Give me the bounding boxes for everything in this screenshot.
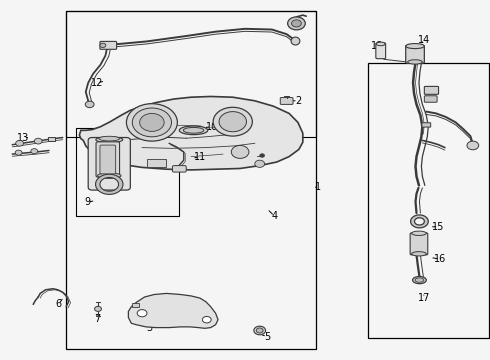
Text: 10: 10 bbox=[206, 122, 218, 132]
Bar bbox=[368, 63, 489, 338]
FancyBboxPatch shape bbox=[96, 142, 120, 177]
Circle shape bbox=[219, 112, 246, 132]
FancyBboxPatch shape bbox=[100, 41, 117, 49]
Text: 7: 7 bbox=[94, 314, 100, 324]
Bar bbox=[66, 11, 316, 137]
Ellipse shape bbox=[413, 276, 426, 284]
Circle shape bbox=[34, 138, 42, 144]
Circle shape bbox=[254, 326, 266, 335]
Circle shape bbox=[292, 20, 301, 27]
Circle shape bbox=[132, 108, 172, 137]
Text: 1: 1 bbox=[316, 182, 321, 192]
Text: 15: 15 bbox=[432, 222, 445, 232]
Text: 6: 6 bbox=[56, 299, 62, 309]
Ellipse shape bbox=[98, 173, 121, 178]
Circle shape bbox=[137, 310, 147, 317]
FancyBboxPatch shape bbox=[147, 159, 166, 167]
Circle shape bbox=[107, 153, 126, 167]
Circle shape bbox=[202, 316, 211, 323]
FancyBboxPatch shape bbox=[424, 96, 437, 102]
Wedge shape bbox=[411, 215, 428, 228]
Circle shape bbox=[140, 113, 164, 131]
Text: 14: 14 bbox=[417, 35, 430, 45]
Circle shape bbox=[31, 149, 38, 154]
FancyBboxPatch shape bbox=[424, 86, 439, 94]
Text: 2: 2 bbox=[295, 96, 301, 106]
Circle shape bbox=[126, 104, 177, 141]
Bar bbox=[66, 11, 316, 349]
Ellipse shape bbox=[406, 44, 424, 49]
Circle shape bbox=[111, 156, 122, 165]
Circle shape bbox=[288, 17, 305, 30]
Circle shape bbox=[256, 328, 263, 333]
FancyBboxPatch shape bbox=[280, 98, 293, 104]
Text: 16: 16 bbox=[434, 254, 446, 264]
Text: 4: 4 bbox=[271, 211, 277, 221]
Text: 17: 17 bbox=[417, 293, 430, 303]
Ellipse shape bbox=[291, 37, 300, 45]
Circle shape bbox=[95, 306, 101, 311]
Ellipse shape bbox=[179, 126, 208, 135]
Polygon shape bbox=[79, 96, 303, 170]
Bar bbox=[76, 128, 179, 216]
Ellipse shape bbox=[99, 136, 120, 141]
FancyBboxPatch shape bbox=[132, 303, 139, 307]
Ellipse shape bbox=[412, 231, 426, 235]
Text: 8: 8 bbox=[138, 125, 144, 135]
Wedge shape bbox=[96, 174, 123, 194]
Ellipse shape bbox=[376, 42, 385, 46]
Text: 13: 13 bbox=[18, 132, 29, 143]
Circle shape bbox=[260, 154, 265, 157]
Circle shape bbox=[85, 101, 94, 108]
Ellipse shape bbox=[415, 278, 424, 282]
Ellipse shape bbox=[96, 137, 122, 143]
FancyBboxPatch shape bbox=[100, 145, 116, 174]
FancyBboxPatch shape bbox=[376, 43, 386, 59]
Text: 3: 3 bbox=[147, 323, 152, 333]
FancyBboxPatch shape bbox=[406, 45, 424, 63]
Text: 11: 11 bbox=[194, 152, 206, 162]
FancyBboxPatch shape bbox=[422, 123, 431, 127]
FancyBboxPatch shape bbox=[48, 137, 55, 141]
FancyBboxPatch shape bbox=[410, 233, 428, 255]
Text: 12: 12 bbox=[91, 78, 103, 88]
Polygon shape bbox=[128, 293, 218, 328]
Circle shape bbox=[15, 150, 22, 155]
FancyBboxPatch shape bbox=[172, 166, 186, 172]
Ellipse shape bbox=[408, 60, 422, 64]
Circle shape bbox=[100, 43, 106, 48]
Circle shape bbox=[213, 107, 252, 136]
Ellipse shape bbox=[412, 252, 426, 256]
Circle shape bbox=[467, 141, 479, 150]
Text: 18: 18 bbox=[371, 41, 384, 51]
Circle shape bbox=[255, 160, 265, 167]
FancyBboxPatch shape bbox=[88, 138, 130, 190]
Circle shape bbox=[231, 145, 249, 158]
Circle shape bbox=[16, 140, 24, 146]
Ellipse shape bbox=[183, 127, 204, 133]
Text: 5: 5 bbox=[264, 332, 270, 342]
Text: 9: 9 bbox=[84, 197, 90, 207]
